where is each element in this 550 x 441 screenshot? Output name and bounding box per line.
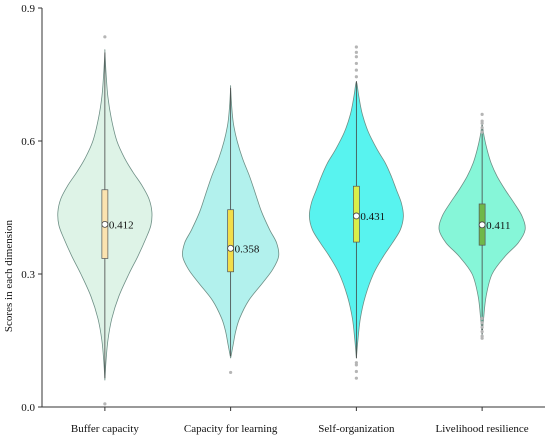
iqr-box (227, 209, 234, 273)
outlier-point (480, 130, 484, 134)
outlier-point (354, 376, 358, 380)
outlier-point (354, 50, 358, 54)
outlier-point (480, 119, 484, 123)
median-label: 0.411 (486, 220, 510, 232)
outlier-point (354, 363, 358, 367)
outlier-point (480, 316, 484, 320)
outlier-point (354, 75, 358, 79)
outlier-point (229, 370, 233, 375)
median-label: 0.358 (235, 243, 260, 255)
x-category-label: Buffer capacity (71, 423, 139, 435)
x-category-label: Livelihood resilience (436, 423, 529, 435)
outlier-point (354, 45, 358, 49)
x-category-label: Self-organization (318, 423, 395, 435)
median-label: 0.431 (360, 211, 385, 223)
outlier-point (480, 121, 484, 125)
median-point (227, 244, 235, 252)
outlier-point (354, 61, 358, 66)
outlier-point (480, 321, 484, 325)
outlier-point (354, 361, 358, 365)
y-tick-label: 0.3 (21, 269, 35, 281)
outlier-point (480, 330, 484, 334)
median-point (101, 220, 109, 228)
outlier-point (354, 55, 358, 59)
outlier-point (480, 325, 484, 329)
x-category-label: Capacity for learning (184, 423, 278, 435)
median-label: 0.412 (109, 219, 134, 231)
outlier-point (480, 112, 484, 116)
outlier-point (103, 402, 107, 406)
outlier-point (480, 336, 484, 340)
outlier-point (480, 334, 484, 338)
outlier-point (480, 126, 484, 130)
median-point (352, 212, 360, 220)
y-tick-label: 0.0 (21, 402, 35, 414)
outlier-point (354, 369, 358, 374)
y-tick-label: 0.6 (21, 136, 35, 148)
y-tick-label: 0.9 (21, 3, 35, 15)
y-axis-title: Scores in each dimension (3, 219, 15, 332)
outlier-point (354, 68, 358, 72)
median-point (478, 221, 486, 229)
plot-area: 0.0 0.3 0.6 0.9 0.412 Buffer capacity 0.358 Cap… (21, 3, 545, 435)
outlier-point (103, 35, 107, 39)
